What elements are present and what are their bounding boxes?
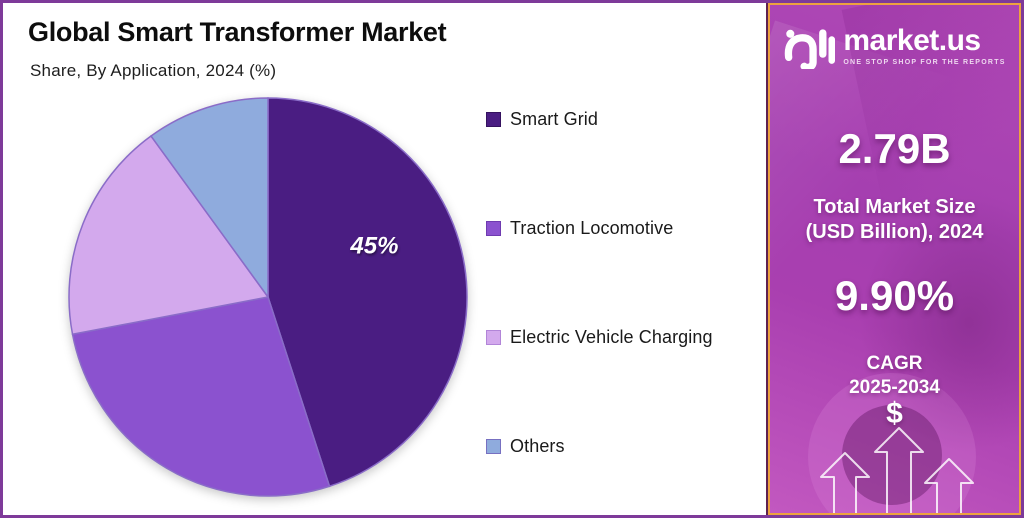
legend-color-swatch <box>486 439 501 454</box>
legend-label: Smart Grid <box>510 109 599 129</box>
cagr-value: 9.90% <box>834 272 955 319</box>
chart-subtitle: Share, By Application, 2024 (%) <box>30 61 277 80</box>
brand-tagline: ONE STOP SHOP FOR THE REPORTS <box>843 59 1006 66</box>
brand-logo: market.us ONE STOP SHOP FOR THE REPORTS <box>770 23 1019 69</box>
legend-item-traction-locomotive: Traction Locomotive <box>486 218 762 239</box>
cagr-label-line1: CAGR <box>866 353 923 374</box>
brand-name: market.us <box>843 24 981 57</box>
chart-title: Global Smart Transformer Market <box>28 17 447 47</box>
legend-label: Electric Vehicle Charging <box>510 327 713 347</box>
market-size-label-line1: Total Market Size <box>813 196 976 218</box>
chart-area: Global Smart Transformer Market Share, B… <box>3 3 768 515</box>
legend-color-swatch <box>486 221 501 236</box>
legend-item-electric-vehicle-charging: Electric Vehicle Charging <box>486 327 762 348</box>
market-size-label: Total Market Size (USD Billion), 2024 <box>770 195 1019 245</box>
legend-label: Others <box>510 436 565 456</box>
legend-color-swatch <box>486 112 501 127</box>
dollar-icon: $ <box>886 397 903 430</box>
stats-side-panel: market.us ONE STOP SHOP FOR THE REPORTS … <box>768 3 1021 515</box>
pie-slice-electric-vehicle-charging <box>68 134 270 336</box>
pie-slice-smart-grid <box>267 97 468 488</box>
legend-item-smart-grid: Smart Grid <box>486 109 762 130</box>
growth-arrows-icon <box>820 427 974 513</box>
pie-slice-traction-locomotive <box>71 296 331 497</box>
cagr-label-line2: 2025-2034 <box>849 376 940 398</box>
chart-legend: Smart Grid Traction Locomotive Electric Ve… <box>486 109 762 457</box>
cagr-label: CAGR 2025-2034 <box>770 352 1019 400</box>
pie-slice-others <box>149 97 269 300</box>
pie-slice-value-label: 45% <box>349 233 398 260</box>
marketus-logo-icon <box>785 29 836 69</box>
pie-chart: 45% <box>68 97 468 497</box>
legend-label: Traction Locomotive <box>510 218 674 238</box>
market-size-label-line2: (USD Billion), 2024 <box>805 221 984 243</box>
market-size-value: 2.79B <box>838 125 951 172</box>
legend-item-others: Others <box>486 436 762 457</box>
legend-color-swatch <box>486 330 501 345</box>
